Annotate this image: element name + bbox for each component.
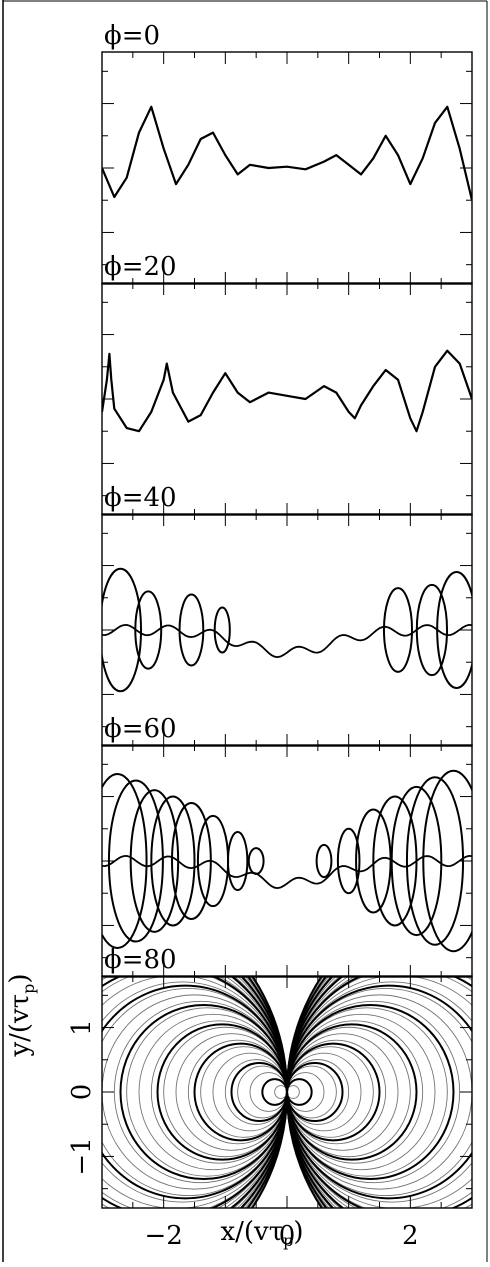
y-axis-label-end: )	[5, 973, 35, 983]
series-loop	[355, 808, 392, 914]
series-line	[102, 349, 472, 433]
panel-1: ϕ=20	[101, 252, 473, 516]
series-loop	[247, 847, 265, 875]
panel-4: ϕ=80 −2 0 2 −1 0 1	[67, 945, 473, 1251]
y-axis-label-sub: p	[19, 984, 38, 994]
series-loop	[150, 795, 196, 927]
panel-title: ϕ=20	[104, 252, 177, 282]
series-circle-fine	[249, 1072, 288, 1112]
x-tick-label: −2	[145, 1221, 183, 1251]
series-loop	[315, 843, 333, 879]
series-circle	[230, 1062, 288, 1122]
series-loop	[102, 567, 142, 693]
panel-title: ϕ=0	[104, 21, 160, 51]
series-loop	[415, 583, 449, 677]
series-loop	[382, 587, 414, 673]
x-tick-label: 2	[402, 1221, 419, 1251]
series-circle-fine	[286, 1085, 300, 1099]
series-circle-fine	[236, 976, 288, 1208]
plot-area	[102, 976, 472, 1208]
series-loop	[372, 795, 418, 927]
x-axis-label: x/(vτp)	[220, 1217, 303, 1250]
series-loop	[226, 831, 249, 891]
panel-0: ϕ=0	[101, 21, 473, 285]
series-circle-fine	[286, 976, 323, 1208]
panel-title: ϕ=80	[104, 945, 177, 975]
panel-3: ϕ=60	[101, 714, 473, 978]
panel-frame	[101, 282, 473, 516]
series-line	[102, 623, 472, 659]
panel-frame	[101, 51, 473, 285]
panel-2: ϕ=40	[101, 483, 473, 747]
y-tick-label: −1	[67, 1137, 97, 1175]
series-loop	[102, 773, 148, 949]
y-tick-label: 1	[67, 1019, 97, 1036]
y-tick-label: 0	[67, 1084, 97, 1101]
panel-title: ϕ=40	[104, 483, 177, 513]
series-circle	[286, 1062, 344, 1122]
series-line	[102, 854, 472, 890]
series-loop	[405, 776, 465, 946]
x-axis-label-main: x/(vτ	[220, 1217, 283, 1247]
x-tick-label: 0	[279, 1221, 296, 1251]
y-axis-label-main: y/(vτ	[5, 994, 35, 1058]
series-circle-fine	[200, 1046, 288, 1138]
series-circle-fine	[286, 1059, 350, 1125]
y-axis-label: y/(vτp)	[5, 973, 38, 1057]
plot-area	[102, 769, 472, 953]
series-loop	[422, 769, 472, 953]
series-circle-fine	[286, 1046, 374, 1138]
series-loop	[178, 593, 205, 667]
series-loop	[336, 827, 361, 895]
plot-area	[102, 105, 472, 201]
x-axis-label-sub: p	[283, 1231, 293, 1250]
plot-area	[102, 567, 472, 693]
plot-area	[102, 349, 472, 433]
series-loop	[107, 779, 164, 943]
series-line	[102, 105, 472, 201]
panel-title: ϕ=60	[104, 714, 177, 744]
series-circle	[229, 976, 288, 1208]
series-circle-fine	[224, 1059, 288, 1125]
series-circle-fine	[274, 1085, 288, 1099]
x-axis-label-end: )	[293, 1217, 303, 1247]
series-circle-fine	[286, 1072, 325, 1112]
series-loop	[213, 606, 231, 654]
